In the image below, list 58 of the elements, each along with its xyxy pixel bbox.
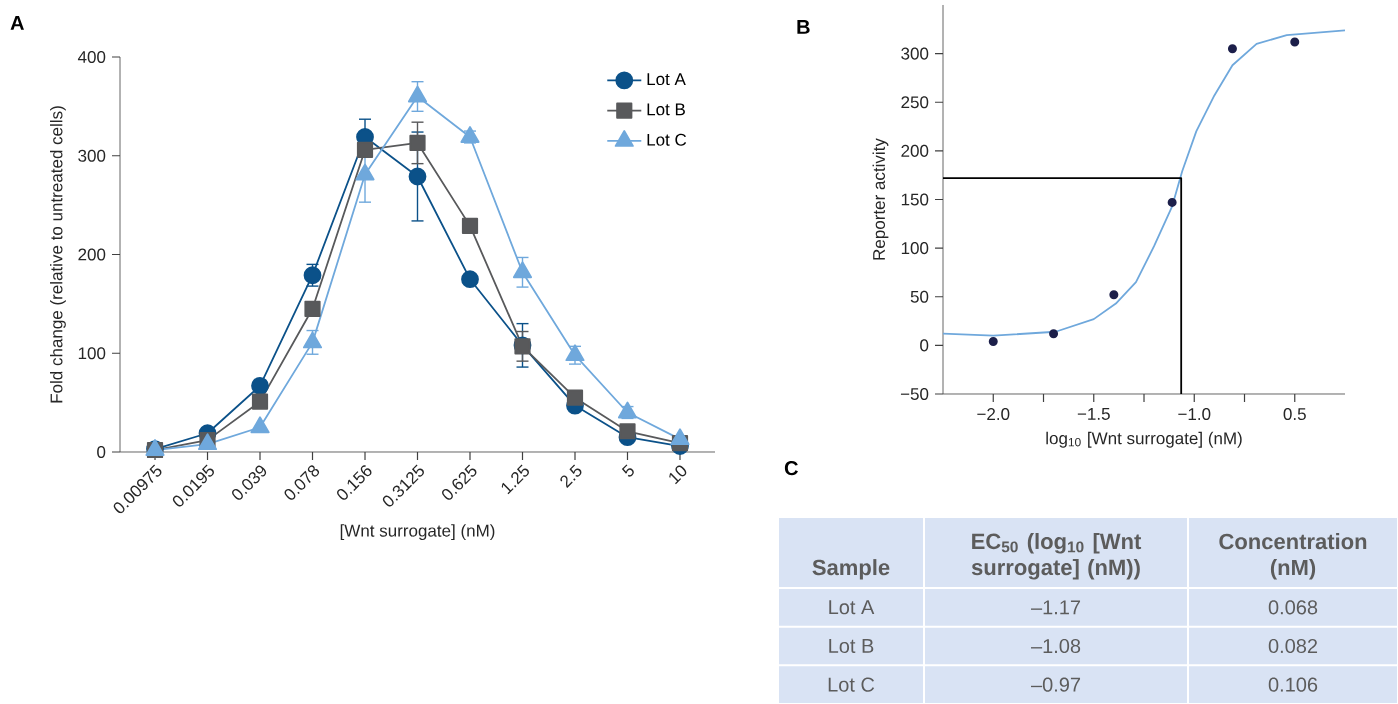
point [251,393,269,410]
text: 0.106 [1268,677,1318,692]
text: –0.97 [1030,677,1081,692]
point [356,141,374,158]
text: 0.068 [1268,600,1318,615]
category-label: Lot C [828,677,875,692]
point [461,217,479,234]
x-tick-label: −2.0 [977,408,1010,421]
y-tick-label: 300 [78,149,106,162]
x-tick-label: 0.5 [1283,408,1306,421]
point [408,167,427,186]
text: –1.08 [1030,638,1081,654]
text: 0.082 [1268,638,1318,654]
legend-label: Lot C [647,133,687,146]
point [1290,37,1300,47]
category-label: Lot B [829,639,874,653]
legend-label: Lot B [647,103,685,116]
point [461,270,479,289]
x-tick-label: 5 [621,464,634,477]
y-axis-title: Fold change (relative to untreated cells) [50,106,66,403]
x-tick-label: 10 [669,465,687,485]
y-tick-label: 200 [901,144,929,157]
point [1109,290,1119,300]
y-tick-label: 0 [920,339,929,352]
text: B [797,20,810,34]
text: –1.17 [1030,600,1081,615]
y-axis-title: Reporter activity [872,138,889,260]
category-label: EC$_{50}$ (log$_{10}$ [Wnt surrogate] (nM)) [971,533,1142,580]
y-tick-label: 100 [78,347,106,360]
point [304,300,321,317]
chart-title: A [10,16,24,30]
category-label: Concentration (nM) [1219,533,1367,580]
y-tick-label: 300 [901,47,929,60]
point [1227,44,1237,54]
x-tick-label: −1.5 [1077,408,1110,420]
point [566,389,584,406]
point [409,134,426,152]
point [988,336,998,346]
x-tick-label: 2.5 [560,464,582,488]
point [1167,197,1177,207]
y-tick-label: 250 [901,96,929,109]
point [251,376,269,395]
text: C [784,461,798,476]
point [619,423,636,440]
y-tick-label: 150 [901,193,929,206]
y-tick-label: −50 [900,387,929,400]
y-tick-label: 200 [78,248,106,261]
x-axis-title: log$_{10}$ [Wnt surrogate] (nM) [1046,431,1242,448]
category-label: Lot A [829,600,875,615]
x-axis-title: [Wnt surrogate] (nM) [340,524,495,541]
x-tick-label: −1.0 [1178,408,1211,421]
category-label: Sample [812,559,890,580]
y-tick-label: 400 [77,50,106,64]
y-tick-label: 100 [901,242,929,255]
y-tick-label: 0 [97,445,106,459]
legend-label: Lot A [647,73,686,86]
y-tick-label: 50 [910,290,929,303]
point [1049,329,1059,339]
